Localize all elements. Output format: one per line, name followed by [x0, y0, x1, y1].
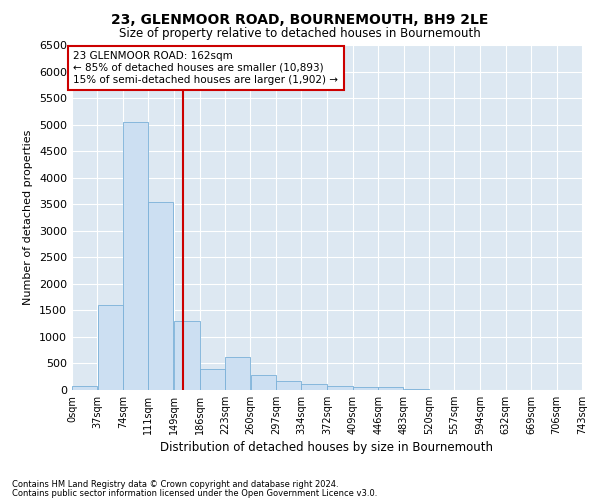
Text: Contains public sector information licensed under the Open Government Licence v3: Contains public sector information licen…	[12, 488, 377, 498]
Text: Size of property relative to detached houses in Bournemouth: Size of property relative to detached ho…	[119, 28, 481, 40]
Text: 23, GLENMOOR ROAD, BOURNEMOUTH, BH9 2LE: 23, GLENMOOR ROAD, BOURNEMOUTH, BH9 2LE	[112, 12, 488, 26]
Bar	[148, 202, 173, 390]
Bar	[72, 386, 97, 390]
Bar	[225, 357, 250, 390]
Bar	[353, 387, 378, 390]
Bar	[378, 386, 403, 390]
X-axis label: Distribution of detached houses by size in Bournemouth: Distribution of detached houses by size …	[161, 442, 493, 454]
Text: Contains HM Land Registry data © Crown copyright and database right 2024.: Contains HM Land Registry data © Crown c…	[12, 480, 338, 489]
Bar	[276, 380, 301, 390]
Text: 23 GLENMOOR ROAD: 162sqm
← 85% of detached houses are smaller (10,893)
15% of se: 23 GLENMOOR ROAD: 162sqm ← 85% of detach…	[73, 52, 338, 84]
Bar	[301, 384, 326, 390]
Bar	[123, 122, 148, 390]
Y-axis label: Number of detached properties: Number of detached properties	[23, 130, 34, 305]
Bar	[98, 305, 122, 390]
Bar	[328, 386, 353, 390]
Bar	[251, 374, 276, 390]
Bar	[175, 321, 200, 390]
Bar	[200, 369, 225, 390]
